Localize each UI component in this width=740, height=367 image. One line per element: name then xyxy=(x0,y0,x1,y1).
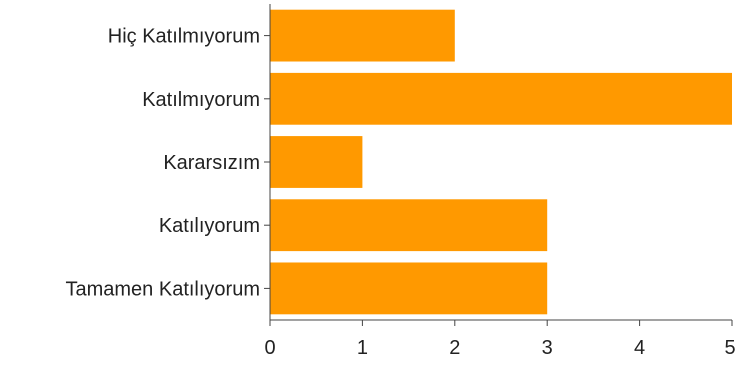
bar-0 xyxy=(270,9,455,62)
category-label-3: Katılıyorum xyxy=(159,215,260,237)
bar-1 xyxy=(270,72,732,125)
x-tick-label-3: 3 xyxy=(542,337,553,359)
bar-2 xyxy=(270,136,363,188)
x-axis-ticks: 0 1 2 3 4 5 xyxy=(264,320,736,359)
x-tick-label-0: 0 xyxy=(264,337,275,359)
category-label-0: Hiç Katılmıyorum xyxy=(108,26,260,48)
category-label-4: Tamamen Katılıyorum xyxy=(65,278,260,300)
category-label-2: Kararsızım xyxy=(163,152,260,174)
bars-group xyxy=(270,9,732,315)
bar-4 xyxy=(270,262,548,315)
category-label-1: Katılmıyorum xyxy=(142,89,260,111)
x-tick-label-1: 1 xyxy=(357,337,368,359)
bar-3 xyxy=(270,199,548,252)
category-labels: Hiç Katılmıyorum Katılmıyorum Kararsızım Ka… xyxy=(65,26,270,300)
x-tick-label-5: 5 xyxy=(724,337,735,359)
x-tick-label-2: 2 xyxy=(449,337,460,359)
x-tick-label-4: 4 xyxy=(634,337,645,359)
